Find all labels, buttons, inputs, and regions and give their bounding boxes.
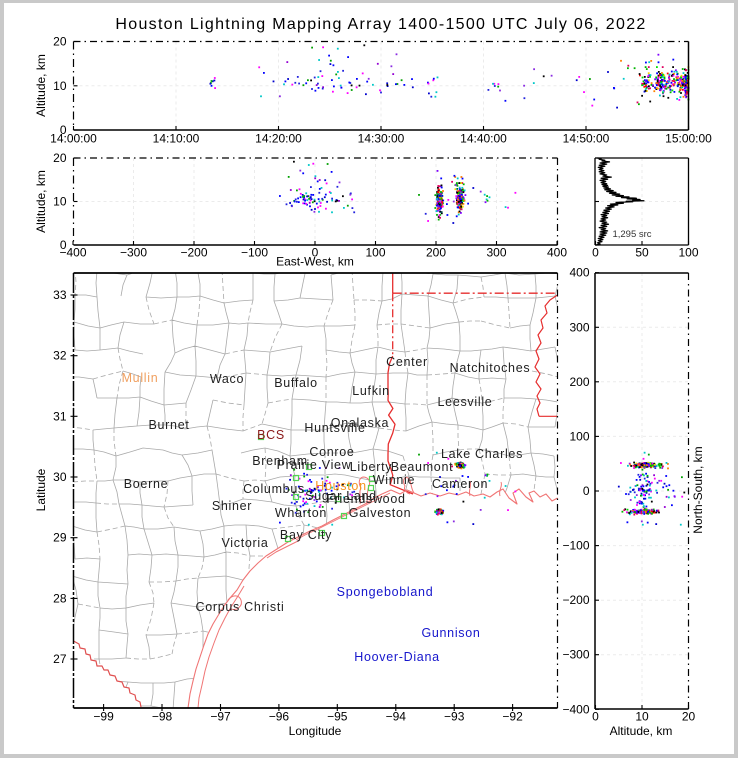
svg-text:Wharton: Wharton bbox=[275, 506, 327, 520]
svg-text:100: 100 bbox=[678, 246, 698, 260]
svg-text:−100: −100 bbox=[562, 539, 589, 553]
svg-text:Natchitoches: Natchitoches bbox=[450, 361, 531, 375]
svg-text:200: 200 bbox=[426, 246, 446, 260]
svg-text:Onalaska: Onalaska bbox=[331, 416, 389, 430]
svg-text:31: 31 bbox=[53, 409, 67, 423]
svg-text:Prairie View: Prairie View bbox=[277, 458, 352, 472]
svg-text:10: 10 bbox=[635, 710, 649, 724]
svg-text:14:00:00: 14:00:00 bbox=[50, 132, 97, 146]
svg-text:Altitude, km: Altitude, km bbox=[610, 724, 673, 738]
svg-text:0: 0 bbox=[592, 710, 599, 724]
svg-text:Buffalo: Buffalo bbox=[274, 376, 318, 390]
svg-text:−98: −98 bbox=[152, 710, 173, 724]
svg-text:Spongebobland: Spongebobland bbox=[337, 585, 434, 599]
svg-text:400: 400 bbox=[547, 246, 567, 260]
svg-text:10: 10 bbox=[53, 79, 67, 93]
svg-text:Longitude: Longitude bbox=[289, 724, 342, 738]
svg-text:−400: −400 bbox=[562, 702, 589, 716]
svg-text:−400: −400 bbox=[59, 246, 86, 260]
svg-text:Altitude, km: Altitude, km bbox=[34, 170, 48, 233]
svg-text:10: 10 bbox=[53, 195, 67, 209]
svg-text:Hoover-Diana: Hoover-Diana bbox=[354, 650, 440, 664]
svg-text:Bay City: Bay City bbox=[280, 528, 332, 542]
svg-text:Friendswood: Friendswood bbox=[326, 492, 405, 506]
svg-text:−200: −200 bbox=[180, 246, 207, 260]
svg-text:Beaumont: Beaumont bbox=[391, 460, 454, 474]
svg-text:28: 28 bbox=[53, 591, 67, 605]
svg-text:Houston Lightning Mapping Arra: Houston Lightning Mapping Array 1400-150… bbox=[115, 16, 646, 33]
svg-text:300: 300 bbox=[569, 320, 589, 334]
svg-text:Huntsville: Huntsville bbox=[304, 421, 365, 435]
svg-text:−300: −300 bbox=[562, 648, 589, 662]
svg-text:Galveston: Galveston bbox=[349, 506, 412, 520]
svg-text:15:00:00: 15:00:00 bbox=[665, 132, 712, 146]
svg-text:−95: −95 bbox=[327, 710, 348, 724]
svg-text:Center: Center bbox=[386, 355, 428, 369]
svg-text:East-West, km: East-West, km bbox=[276, 255, 354, 269]
svg-text:Conroe: Conroe bbox=[309, 445, 354, 459]
svg-text:0: 0 bbox=[583, 484, 590, 498]
svg-text:32: 32 bbox=[53, 349, 67, 363]
svg-text:0: 0 bbox=[592, 246, 599, 260]
svg-text:−99: −99 bbox=[93, 710, 114, 724]
svg-text:Cameron: Cameron bbox=[432, 477, 488, 491]
svg-text:Winnie: Winnie bbox=[373, 473, 415, 487]
svg-text:14:40:00: 14:40:00 bbox=[460, 132, 507, 146]
svg-text:33: 33 bbox=[53, 288, 67, 302]
svg-text:Burnet: Burnet bbox=[148, 418, 189, 432]
svg-text:Waco: Waco bbox=[210, 372, 244, 386]
svg-text:BCS: BCS bbox=[257, 428, 285, 442]
svg-text:−300: −300 bbox=[120, 246, 147, 260]
svg-text:Lake Charles: Lake Charles bbox=[441, 447, 523, 461]
svg-text:Shiner: Shiner bbox=[212, 499, 252, 513]
svg-text:100: 100 bbox=[569, 429, 589, 443]
svg-text:50: 50 bbox=[635, 246, 649, 260]
svg-text:Leesville: Leesville bbox=[438, 395, 493, 409]
svg-text:29: 29 bbox=[53, 531, 67, 545]
svg-text:Latitude: Latitude bbox=[34, 468, 48, 511]
svg-text:−96: −96 bbox=[269, 710, 290, 724]
svg-text:−200: −200 bbox=[562, 593, 589, 607]
svg-text:Liberty: Liberty bbox=[350, 460, 392, 474]
svg-text:Gunnison: Gunnison bbox=[421, 626, 480, 640]
svg-text:30: 30 bbox=[53, 470, 67, 484]
svg-text:−93: −93 bbox=[444, 710, 465, 724]
svg-text:400: 400 bbox=[569, 266, 589, 280]
svg-text:Lufkin: Lufkin bbox=[352, 384, 390, 398]
svg-text:1,295 src: 1,295 src bbox=[612, 229, 651, 240]
svg-text:14:10:00: 14:10:00 bbox=[153, 132, 200, 146]
svg-text:−97: −97 bbox=[210, 710, 231, 724]
svg-text:Corpus Christi: Corpus Christi bbox=[196, 600, 285, 614]
svg-text:0: 0 bbox=[60, 238, 67, 252]
svg-text:Houston: Houston bbox=[315, 479, 366, 493]
svg-text:Boerne: Boerne bbox=[124, 477, 169, 491]
svg-text:0: 0 bbox=[60, 123, 67, 137]
svg-text:−92: −92 bbox=[502, 710, 523, 724]
svg-text:Sugar Land: Sugar Land bbox=[305, 489, 377, 503]
svg-text:Brenham: Brenham bbox=[252, 454, 308, 468]
svg-text:27: 27 bbox=[53, 652, 67, 666]
svg-text:Columbus: Columbus bbox=[243, 482, 305, 496]
svg-text:100: 100 bbox=[365, 246, 385, 260]
svg-text:North-South, km: North-South, km bbox=[691, 446, 705, 533]
svg-text:Mullin: Mullin bbox=[122, 371, 159, 385]
svg-text:20: 20 bbox=[53, 35, 67, 49]
svg-text:14:20:00: 14:20:00 bbox=[255, 132, 302, 146]
svg-text:Altitude, km: Altitude, km bbox=[34, 54, 48, 117]
svg-text:14:50:00: 14:50:00 bbox=[563, 132, 610, 146]
svg-text:300: 300 bbox=[486, 246, 506, 260]
svg-text:0: 0 bbox=[312, 246, 319, 260]
svg-text:−94: −94 bbox=[386, 710, 407, 724]
svg-text:20: 20 bbox=[53, 151, 67, 165]
svg-text:Victoria: Victoria bbox=[221, 536, 268, 550]
svg-text:200: 200 bbox=[569, 375, 589, 389]
svg-text:20: 20 bbox=[682, 710, 696, 724]
svg-text:14:30:00: 14:30:00 bbox=[358, 132, 405, 146]
svg-text:−100: −100 bbox=[241, 246, 268, 260]
